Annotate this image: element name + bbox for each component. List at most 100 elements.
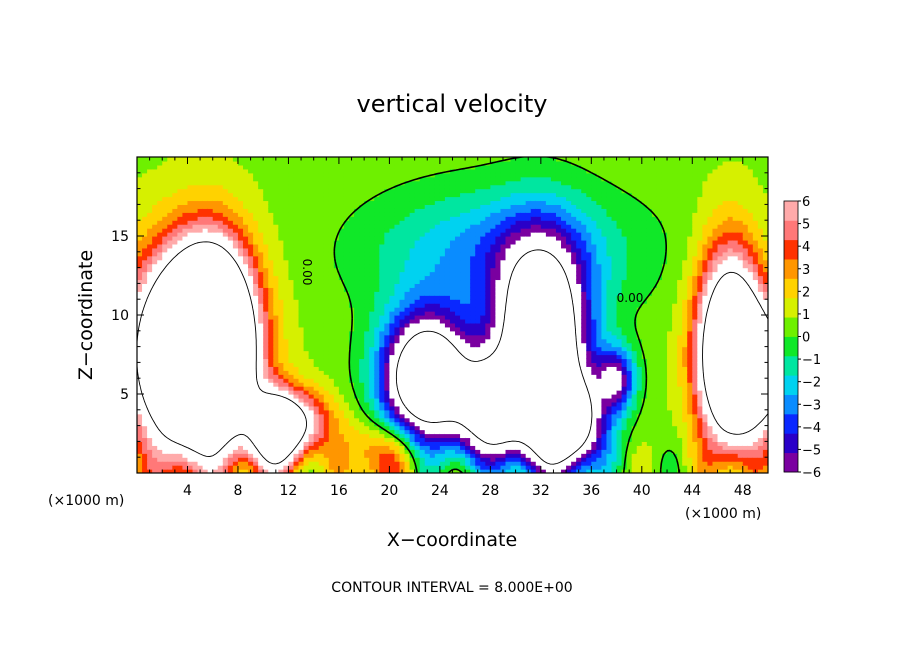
heat-cell — [354, 160, 360, 166]
heat-cell — [212, 168, 219, 174]
heat-cell — [444, 263, 451, 269]
heat-cell — [253, 172, 259, 178]
heat-cell — [263, 394, 269, 399]
heat-cell — [323, 236, 330, 241]
heat-cell — [444, 374, 451, 379]
heat-cell — [237, 441, 244, 446]
heat-cell — [394, 157, 401, 162]
heat-cell — [253, 224, 259, 229]
heat-cell — [212, 271, 219, 277]
heat-cell — [333, 303, 340, 308]
heat-cell — [278, 212, 284, 217]
heat-cell — [419, 291, 426, 296]
heat-cell — [313, 374, 320, 379]
heat-cell — [409, 247, 416, 253]
heat-cell — [323, 346, 330, 352]
heat-cell — [444, 417, 451, 423]
heat-cell — [349, 279, 355, 284]
heat-cell — [283, 429, 290, 435]
heat-cell — [207, 287, 214, 292]
heat-cell — [162, 236, 168, 241]
heat-cell — [253, 176, 259, 182]
heat-cell — [394, 378, 401, 383]
heat-cell — [288, 386, 295, 391]
heat-cell — [157, 307, 163, 312]
heat-cell — [414, 354, 421, 360]
heat-cell — [147, 326, 153, 332]
heat-cell — [248, 251, 254, 257]
heat-cell — [157, 453, 163, 458]
heat-cell — [187, 251, 194, 257]
heat-cell — [283, 164, 290, 170]
heat-cell — [364, 259, 370, 265]
heat-cell — [338, 216, 345, 221]
heat-cell — [384, 220, 390, 225]
heat-cell — [323, 417, 330, 423]
heat-cell — [243, 362, 249, 367]
heat-cell — [323, 386, 330, 391]
heat-cell — [364, 220, 370, 225]
heat-cell — [328, 263, 335, 269]
heat-cell — [243, 275, 249, 281]
heat-cell — [399, 220, 406, 225]
heat-cell — [137, 342, 143, 348]
heat-cell — [162, 322, 168, 328]
heat-cell — [182, 390, 189, 395]
heat-cell — [349, 220, 355, 225]
heat-cell — [258, 342, 264, 348]
heat-cell — [187, 425, 194, 431]
heat-cell — [349, 259, 355, 265]
heat-cell — [177, 228, 184, 233]
heat-cell — [298, 409, 305, 415]
heat-cell — [207, 291, 214, 296]
heat-cell — [268, 212, 274, 217]
heat-cell — [217, 374, 224, 379]
heat-cell — [243, 315, 249, 320]
heat-cell — [298, 346, 305, 352]
heat-cell — [338, 425, 345, 431]
heat-cell — [273, 397, 279, 403]
heat-cell — [248, 425, 254, 431]
heat-cell — [268, 243, 274, 249]
heat-cell — [172, 263, 178, 269]
heat-cell — [172, 228, 178, 233]
heat-cell — [414, 247, 421, 253]
heat-cell — [333, 370, 340, 375]
heat-cell — [248, 461, 254, 466]
heat-cell — [278, 354, 284, 360]
heat-cell — [323, 409, 330, 415]
heat-cell — [227, 157, 234, 162]
heat-cell — [444, 370, 451, 375]
heat-cell — [343, 271, 350, 277]
heat-cell — [217, 437, 224, 442]
heat-cell — [354, 338, 360, 344]
heat-cell — [172, 200, 178, 205]
heat-cell — [313, 247, 320, 253]
heat-cell — [167, 417, 173, 423]
heat-cell — [409, 417, 416, 423]
heat-cell — [359, 279, 365, 284]
heat-cell — [374, 326, 380, 332]
heat-cell — [354, 457, 360, 462]
heat-cell — [374, 263, 380, 269]
heat-cell — [167, 374, 173, 379]
heat-cell — [202, 342, 209, 348]
heat-cell — [439, 413, 446, 419]
heat-cell — [414, 255, 421, 261]
heat-cell — [152, 374, 158, 379]
heat-cell — [354, 220, 360, 225]
heat-cell — [152, 196, 158, 202]
heat-cell — [409, 263, 416, 269]
heat-cell — [187, 160, 194, 166]
heat-cell — [449, 382, 456, 387]
heat-cell — [419, 445, 426, 450]
heat-cell — [202, 425, 209, 431]
heat-cell — [137, 259, 143, 265]
heat-cell — [349, 204, 355, 209]
heat-cell — [248, 311, 254, 316]
heat-cell — [222, 160, 229, 166]
heat-cell — [349, 441, 355, 446]
heat-cell — [162, 157, 168, 162]
heat-cell — [364, 239, 370, 245]
heat-cell — [142, 188, 148, 194]
